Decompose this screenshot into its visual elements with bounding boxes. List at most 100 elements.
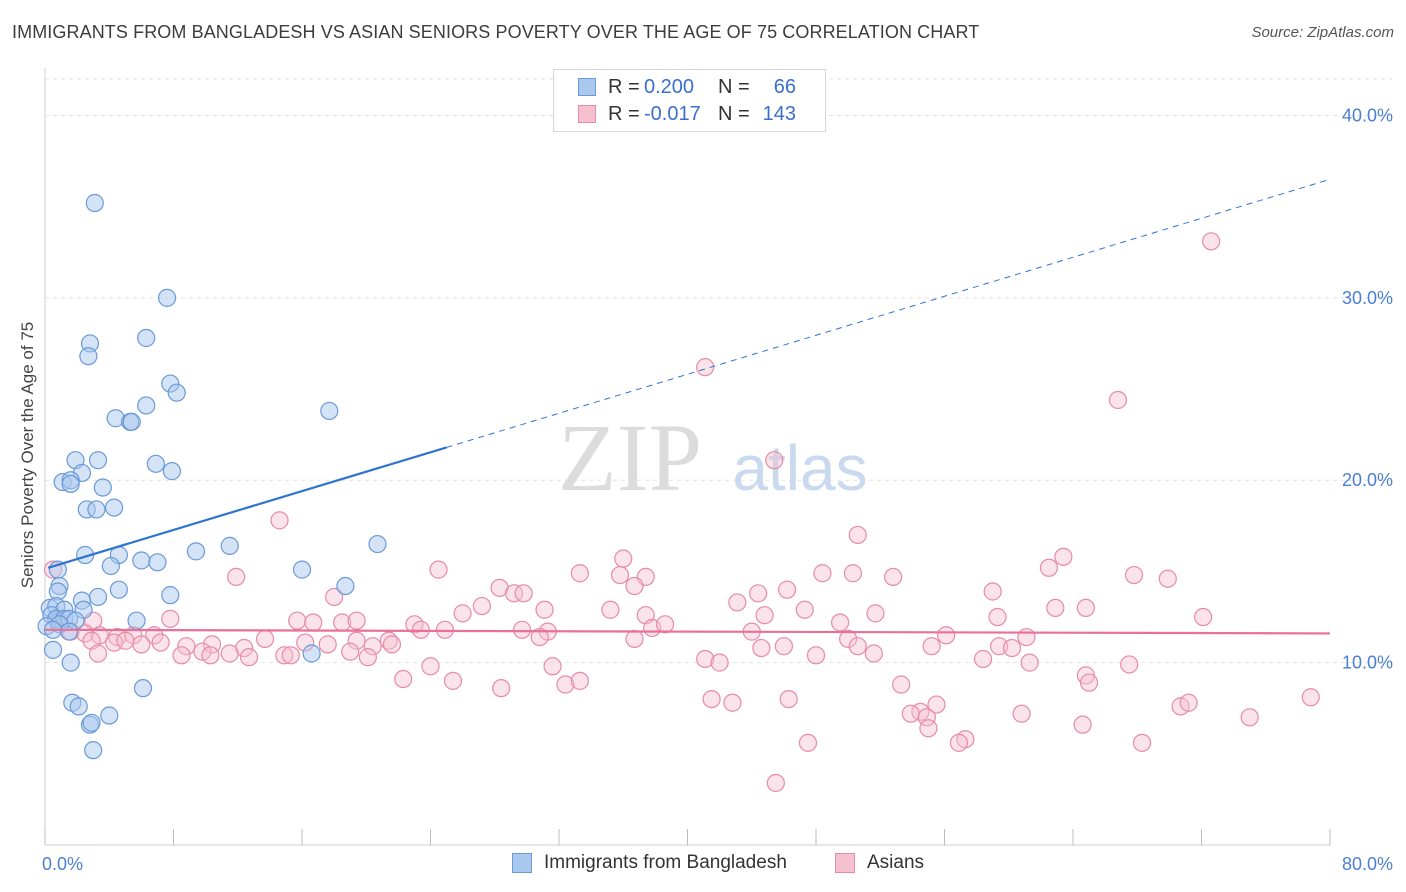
source-label: Source: ZipAtlas.com — [1251, 24, 1394, 41]
bangladesh-point — [59, 622, 79, 641]
asians-point — [453, 604, 472, 623]
bangladesh-point — [88, 587, 108, 607]
asians-point — [848, 637, 867, 656]
bangladesh-point — [61, 474, 80, 493]
legend-label-asians: Asians — [867, 852, 925, 873]
chart-title: IMMIGRANTS FROM BANGLADESH VS ASIAN SENI… — [12, 22, 980, 42]
legend-n-value: 66 — [773, 75, 796, 98]
asians-point — [347, 611, 366, 630]
asians-point — [696, 358, 715, 377]
asians-point — [919, 719, 938, 738]
asians-point — [270, 511, 289, 530]
grid-lines — [45, 78, 1392, 664]
asians-point — [435, 620, 455, 639]
asians-point — [1054, 547, 1073, 566]
legend-n-label: N = — [718, 102, 750, 125]
bangladesh-point — [220, 536, 239, 555]
asians-point — [1240, 708, 1259, 727]
asians-point — [1076, 598, 1095, 618]
asians-point — [806, 646, 826, 665]
asians-point — [625, 576, 644, 596]
asians-point — [535, 600, 554, 619]
asians-point — [866, 604, 885, 623]
bangladesh-point — [82, 713, 101, 732]
asians-point — [1073, 715, 1092, 734]
bangladesh-point — [137, 328, 156, 348]
asians-point — [901, 704, 920, 723]
asians-point — [132, 635, 151, 654]
legend-swatch-blue — [578, 78, 596, 96]
asians-point — [949, 733, 969, 752]
bangladesh-point — [302, 644, 321, 663]
axes — [44, 68, 1331, 846]
series-legend: Immigrants from Bangladesh Asians — [0, 852, 1406, 876]
asians-point — [1017, 627, 1036, 647]
bangladesh-point — [93, 478, 112, 497]
asians-point — [88, 644, 108, 663]
asians-point — [937, 626, 956, 645]
bangladesh-point — [132, 551, 151, 570]
legend-r-value: 0.200 — [644, 75, 695, 98]
asians-point — [839, 629, 858, 649]
asians-point — [492, 679, 511, 698]
asians-point — [255, 629, 275, 649]
asians-point — [1194, 607, 1213, 627]
asians-point — [325, 587, 344, 607]
asians-trend-line — [44, 628, 1331, 635]
bangladesh-point — [88, 451, 108, 470]
asians-point — [848, 525, 867, 545]
asians-point — [765, 451, 784, 470]
asians-point — [843, 564, 863, 583]
y-tick-label: 40.0% — [1342, 105, 1393, 125]
asians-point — [625, 629, 644, 649]
asians-point — [394, 669, 413, 689]
asians-point — [728, 593, 747, 612]
asians-point — [227, 567, 246, 587]
asians-point — [201, 646, 220, 665]
asians-point — [702, 689, 721, 709]
asians-point — [752, 638, 771, 658]
asians-point — [429, 560, 448, 579]
asians-point — [151, 633, 170, 652]
asians-point — [755, 606, 774, 625]
asians-point — [570, 564, 589, 583]
asians-point — [1108, 390, 1128, 410]
asians-point — [1079, 673, 1099, 692]
asians-point — [504, 584, 524, 603]
bangladesh-trend-line — [47, 446, 447, 569]
asians-point — [514, 584, 533, 603]
asians-point — [530, 627, 549, 647]
legend-swatch-blue — [512, 853, 532, 873]
asians-point — [774, 637, 793, 656]
bangladesh-point — [157, 288, 177, 307]
asians-point — [288, 611, 307, 630]
asians-point — [1039, 558, 1059, 577]
bangladesh-point — [109, 580, 128, 599]
bangladesh-point — [127, 611, 146, 630]
asians-point — [472, 596, 491, 616]
asians-point — [1132, 733, 1152, 752]
asians-point — [161, 609, 180, 628]
asians-point — [172, 646, 191, 665]
asians-point — [1179, 693, 1198, 712]
asians-point — [1046, 598, 1065, 618]
asians-point — [795, 600, 814, 619]
legend-swatch-pink — [578, 105, 596, 123]
asians-point — [275, 646, 294, 665]
legend-r-label: R = — [608, 102, 640, 125]
asians-point — [1301, 688, 1320, 707]
asians-point — [830, 613, 850, 632]
asians-point — [983, 582, 1002, 601]
bangladesh-point — [146, 454, 165, 473]
legend-item-asians[interactable]: Asians — [835, 852, 924, 874]
asians-point — [696, 649, 715, 669]
asians-point — [341, 642, 360, 661]
asians-point — [421, 657, 440, 676]
asians-point — [922, 637, 941, 656]
asians-point — [779, 689, 798, 709]
legend-item-bangladesh[interactable]: Immigrants from Bangladesh — [512, 852, 787, 874]
asians-point — [1202, 232, 1221, 251]
asians-point — [988, 607, 1007, 627]
bangladesh-point — [161, 586, 180, 605]
